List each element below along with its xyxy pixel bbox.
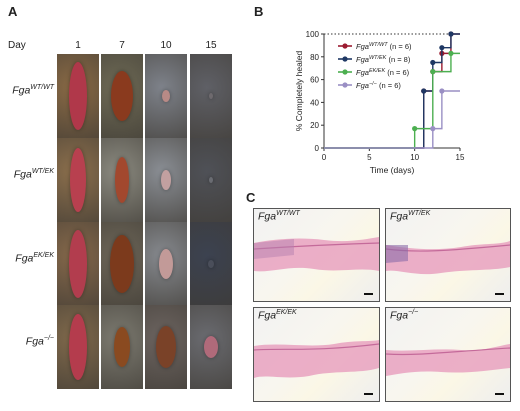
histology-panel: Fga−/−	[385, 307, 511, 402]
data-point	[448, 50, 454, 56]
wound-photo	[101, 305, 143, 389]
data-point	[439, 88, 445, 94]
wound-photo	[145, 305, 187, 389]
wound-area	[209, 93, 213, 99]
genotype-row-label: FgaWT/WT	[12, 84, 54, 97]
y-tick-label: 40	[310, 98, 319, 107]
x-tick-label: 15	[456, 153, 465, 162]
y-tick-label: 20	[310, 121, 319, 130]
wound-area	[70, 148, 86, 212]
data-point	[430, 59, 436, 66]
wound-photo	[145, 222, 187, 306]
scale-bar	[364, 293, 373, 295]
x-tick-label: 10	[410, 153, 419, 162]
scale-bar	[495, 293, 504, 295]
data-point	[430, 69, 436, 75]
wound-photo	[101, 54, 143, 138]
wound-area	[114, 327, 130, 367]
wound-area	[115, 157, 129, 203]
histology-panel: FgaWT/WT	[253, 208, 380, 302]
wound-photo	[57, 222, 99, 306]
series-line	[324, 52, 460, 149]
y-tick-label: 100	[306, 30, 320, 39]
legend-label: FgaWT/EK (n = 8)	[356, 55, 411, 64]
wound-area	[69, 314, 87, 380]
panel-c-letter: C	[246, 190, 256, 205]
genotype-row-label: FgaWT/EK	[13, 168, 54, 181]
wound-area	[208, 260, 214, 268]
histology-label: FgaWT/EK	[390, 210, 431, 223]
y-tick-label: 80	[310, 53, 319, 62]
data-point	[448, 31, 454, 37]
x-tick-label: 5	[367, 153, 372, 162]
y-tick-label: 60	[310, 76, 319, 85]
wound-area	[156, 326, 176, 368]
wound-photo	[190, 305, 232, 389]
wound-area	[159, 249, 173, 279]
wound-photo	[101, 138, 143, 222]
wound-photo	[145, 54, 187, 138]
wound-area	[161, 170, 171, 190]
histology-label: FgaWT/WT	[258, 210, 300, 223]
data-point	[439, 45, 445, 51]
wound-area	[209, 177, 213, 183]
wound-area	[111, 71, 133, 121]
day-column-header: 7	[119, 40, 125, 51]
histology-panel: FgaEK/EK	[253, 307, 380, 402]
legend-label: FgaEK/EK (n = 6)	[356, 68, 410, 77]
data-point	[412, 126, 418, 132]
x-axis-label: Time (days)	[370, 165, 415, 175]
legend-marker	[342, 82, 348, 88]
histology-panel: FgaWT/EK	[385, 208, 511, 302]
legend-marker	[342, 69, 348, 75]
wound-area	[69, 62, 87, 130]
panel-a-letter: A	[8, 4, 18, 19]
wound-photo	[57, 54, 99, 138]
legend-label: Fga−/− (n = 6)	[356, 81, 401, 90]
day-column-header: 15	[205, 40, 217, 51]
wound-area	[69, 230, 87, 298]
histology-label: FgaEK/EK	[258, 309, 297, 322]
day-column-header: 10	[160, 40, 172, 51]
legend-label: FgaWT/WT (n = 6)	[356, 42, 412, 51]
legend-marker	[342, 43, 348, 49]
genotype-row-label: Fga−/−	[25, 335, 54, 348]
scale-bar	[364, 393, 373, 395]
series-line	[324, 90, 460, 149]
healing-step-chart: 0 20 40 60 80 100 0 5 10 15 Time (days) % Completel…	[294, 30, 465, 175]
wound-area	[204, 336, 218, 358]
data-point	[421, 88, 427, 94]
series-line	[324, 33, 460, 149]
scale-bar	[495, 393, 504, 395]
day-column-header: 1	[75, 40, 81, 51]
wound-photo	[190, 222, 232, 306]
wound-photo	[145, 138, 187, 222]
wound-photo	[57, 305, 99, 389]
wound-photo	[101, 222, 143, 306]
wound-area	[110, 235, 134, 293]
panel-b-letter: B	[254, 4, 264, 19]
data-point	[430, 126, 436, 132]
genotype-row-label: FgaEK/EK	[15, 252, 54, 265]
day-header: Day	[8, 40, 26, 51]
wound-area	[162, 90, 170, 102]
x-tick-label: 0	[322, 153, 327, 162]
wound-photo	[190, 138, 232, 222]
y-axis-label: % Completely healed	[294, 51, 304, 132]
histology-label: Fga−/−	[390, 309, 419, 322]
wound-photo	[57, 138, 99, 222]
y-tick-label: 0	[315, 144, 320, 153]
wound-photo	[190, 54, 232, 138]
legend-marker	[342, 56, 348, 62]
